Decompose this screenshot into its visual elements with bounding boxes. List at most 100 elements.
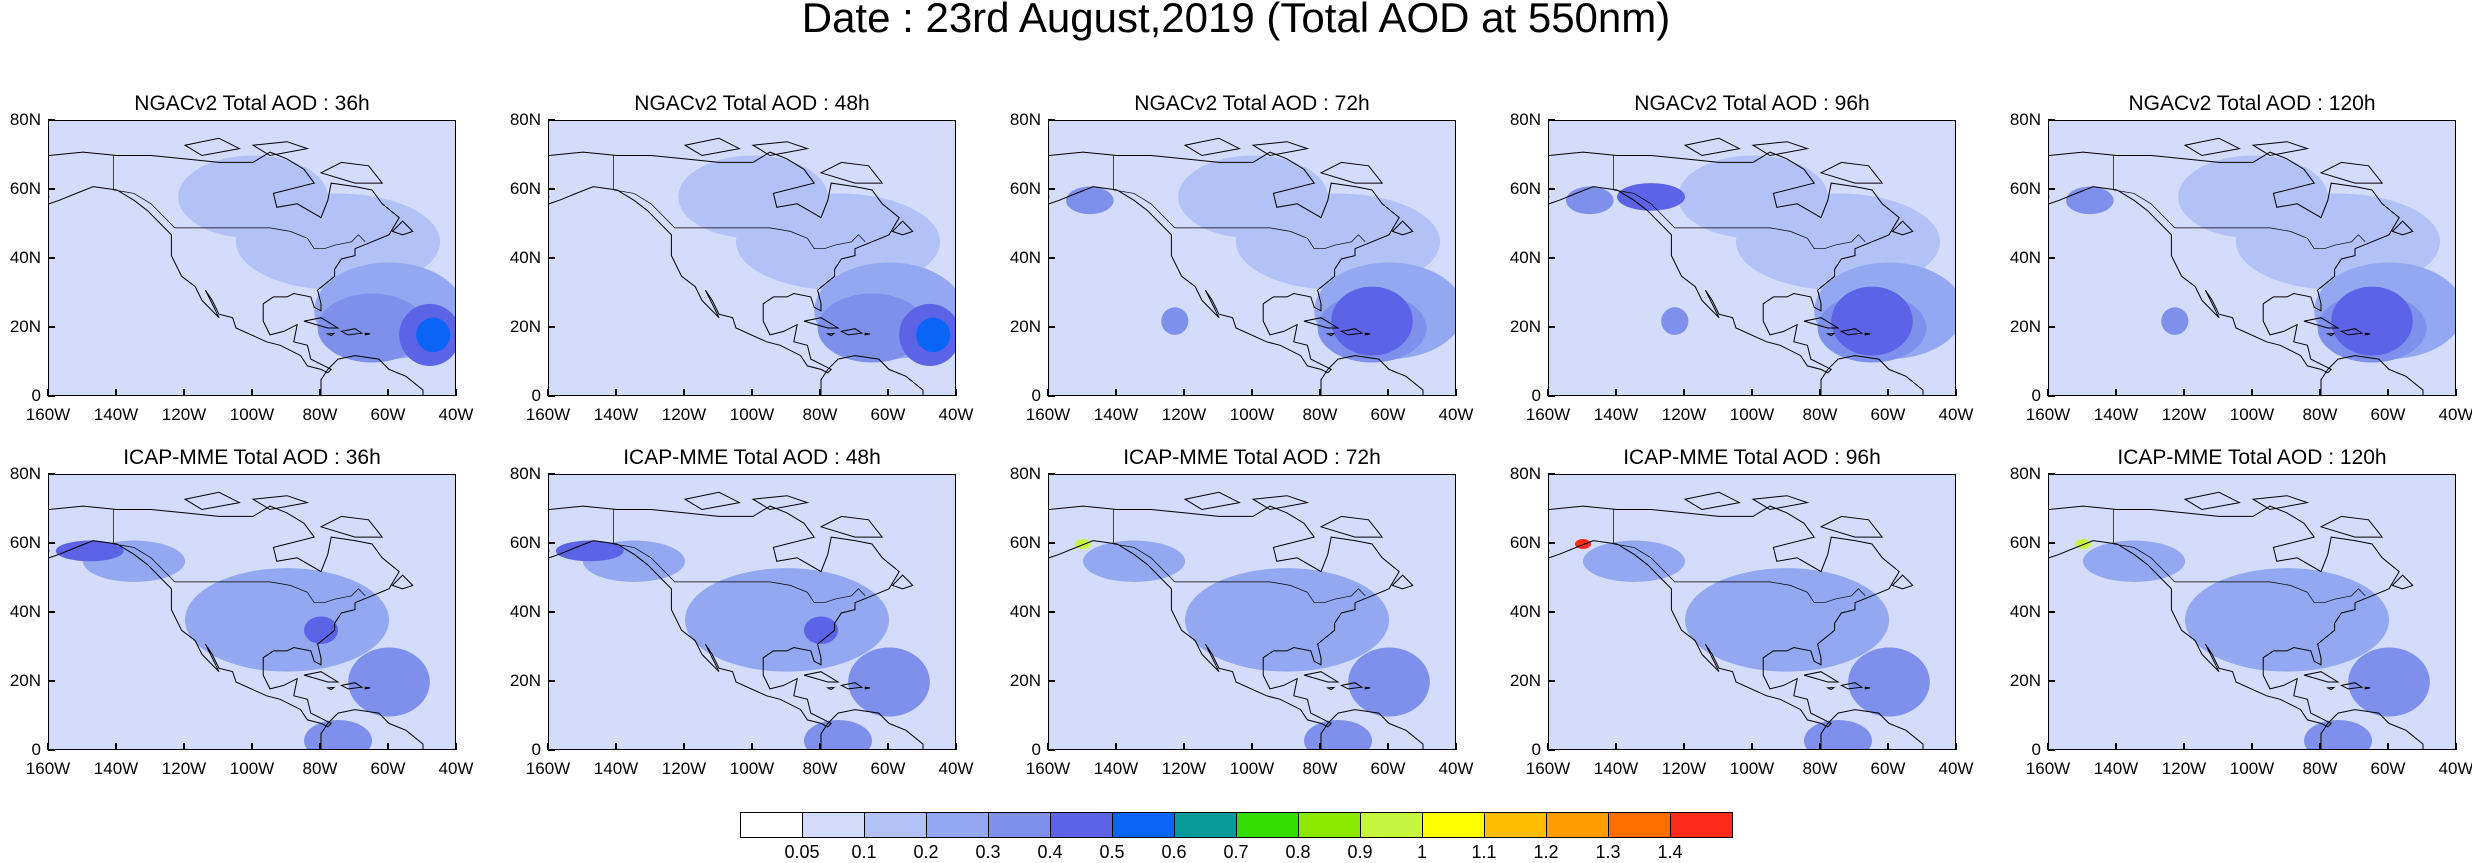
island-outline bbox=[1891, 574, 1914, 590]
aod-contour bbox=[2331, 286, 2413, 356]
island-outline bbox=[1364, 686, 1371, 690]
x-tick-label: 80W bbox=[2302, 405, 2338, 424]
aod-hotspot bbox=[1575, 539, 1591, 549]
island-outline bbox=[2183, 137, 2241, 157]
y-tick-label: 60N bbox=[1509, 179, 1541, 198]
y-tick bbox=[1048, 326, 1055, 328]
island-outline bbox=[251, 495, 310, 511]
colorbar-swatch bbox=[1422, 812, 1485, 838]
panel-title: ICAP-MME Total AOD : 48h bbox=[623, 446, 881, 469]
x-tick bbox=[955, 743, 957, 750]
aod-contour bbox=[1331, 286, 1413, 356]
island-outline bbox=[1819, 161, 1884, 184]
island-outline bbox=[183, 137, 241, 157]
island-outline bbox=[319, 161, 384, 184]
island-outline bbox=[1251, 495, 1310, 511]
colorbar-swatch bbox=[1174, 812, 1237, 838]
island-outline bbox=[339, 328, 364, 336]
y-tick bbox=[48, 257, 55, 259]
island-outline bbox=[1803, 317, 1840, 329]
island-outline bbox=[2339, 328, 2364, 336]
island-outline bbox=[1751, 141, 1810, 157]
y-tick-label: 0 bbox=[1531, 740, 1541, 759]
panel-title: NGACv2 Total AOD : 96h bbox=[1634, 92, 1870, 115]
island-outline bbox=[819, 161, 884, 184]
y-tick bbox=[2048, 680, 2055, 682]
aod-field bbox=[1049, 137, 1455, 395]
colorbar-swatch bbox=[740, 812, 803, 838]
x-tick bbox=[115, 389, 117, 396]
aod-map bbox=[548, 120, 956, 396]
y-tick bbox=[548, 749, 555, 751]
island-outline bbox=[819, 515, 884, 538]
y-tick-label: 20N bbox=[9, 317, 41, 336]
x-tick bbox=[387, 743, 389, 750]
colorbar-label: 0.2 bbox=[913, 842, 939, 862]
y-tick bbox=[548, 680, 555, 682]
aod-map bbox=[1048, 120, 1456, 396]
aod-contour bbox=[817, 293, 927, 363]
x-tick bbox=[1955, 743, 1957, 750]
island-outline bbox=[2364, 332, 2371, 336]
colorbar-swatch bbox=[864, 812, 927, 838]
x-tick bbox=[1819, 389, 1821, 396]
x-tick-label: 100W bbox=[2229, 405, 2275, 424]
y-tick bbox=[48, 395, 55, 397]
y-tick-label: 20N bbox=[1509, 317, 1541, 336]
aod-contour bbox=[185, 568, 389, 672]
x-tick-label: 140W bbox=[1593, 405, 1639, 424]
y-tick bbox=[2048, 473, 2055, 475]
island-outline bbox=[891, 220, 914, 236]
island-outline bbox=[839, 682, 864, 690]
map-panel: NGACv2 Total AOD : 96h 80N 60N 40N 20N 0 160W 1… bbox=[1510, 92, 1974, 424]
x-tick-label: 60W bbox=[1370, 759, 1406, 778]
aod-map bbox=[2048, 120, 2456, 396]
x-tick-label: 80W bbox=[302, 405, 338, 424]
x-tick-label: 80W bbox=[802, 759, 838, 778]
y-tick bbox=[548, 119, 555, 121]
y-tick bbox=[1048, 542, 1055, 544]
y-tick bbox=[48, 326, 55, 328]
y-tick-label: 80N bbox=[1509, 110, 1541, 129]
x-tick-label: 60W bbox=[1370, 405, 1406, 424]
y-tick bbox=[48, 749, 55, 751]
island-outline bbox=[864, 332, 871, 336]
x-tick bbox=[615, 743, 617, 750]
aod-map bbox=[48, 120, 456, 396]
x-tick bbox=[2047, 389, 2049, 396]
island-outline bbox=[2251, 141, 2310, 157]
island-outline bbox=[1339, 328, 1364, 336]
coastline bbox=[49, 505, 424, 749]
y-tick-label: 40N bbox=[2009, 248, 2041, 267]
x-tick-label: 120W bbox=[1661, 759, 1707, 778]
national-border bbox=[1613, 155, 1866, 250]
y-tick-label: 60N bbox=[1509, 533, 1541, 552]
y-tick-label: 20N bbox=[509, 671, 541, 690]
coastline bbox=[1049, 505, 1424, 749]
x-tick-label: 160W bbox=[525, 759, 571, 778]
x-tick-label: 120W bbox=[161, 759, 207, 778]
aod-contour bbox=[2185, 568, 2389, 672]
y-tick-label: 80N bbox=[9, 110, 41, 129]
x-tick-label: 60W bbox=[1870, 405, 1906, 424]
aod-field bbox=[49, 491, 430, 749]
aod-contour bbox=[1161, 307, 1189, 335]
island-outline bbox=[1183, 137, 1241, 157]
aod-field bbox=[2049, 491, 2430, 749]
aod-contour bbox=[2304, 719, 2372, 749]
y-tick-label: 60N bbox=[509, 533, 541, 552]
island-outline bbox=[1683, 491, 1741, 511]
colorbar-swatch bbox=[988, 812, 1051, 838]
x-tick-label: 120W bbox=[161, 405, 207, 424]
colorbar-label: 1.3 bbox=[1595, 842, 1621, 862]
aod-contour bbox=[2178, 155, 2328, 239]
x-tick bbox=[1887, 389, 1889, 396]
island-outline bbox=[325, 332, 336, 337]
x-tick-label: 100W bbox=[729, 405, 775, 424]
island-outline bbox=[825, 332, 836, 337]
island-outline bbox=[1251, 141, 1310, 157]
coastline bbox=[549, 151, 924, 395]
x-tick-label: 160W bbox=[2025, 759, 2071, 778]
aod-contour bbox=[1685, 334, 1855, 377]
y-tick-label: 20N bbox=[509, 317, 541, 336]
